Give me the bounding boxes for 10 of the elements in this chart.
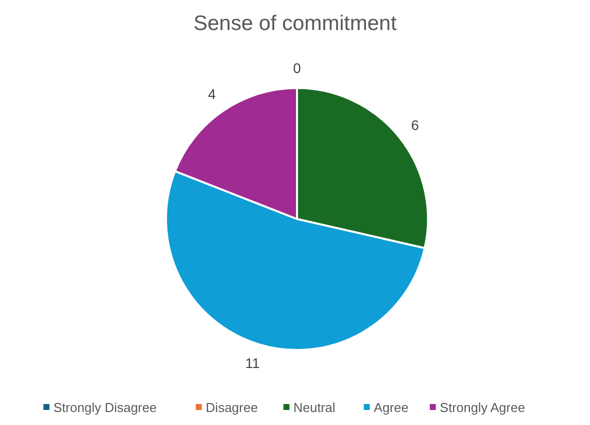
legend-label: Strongly Disagree <box>53 400 157 415</box>
data-label: 6 <box>411 116 420 133</box>
data-label: 4 <box>208 86 216 102</box>
chart-title: Sense of commitment <box>193 12 397 35</box>
legend-label: Disagree <box>206 400 258 415</box>
text: 0 <box>293 60 301 76</box>
data-label: 11 <box>245 355 260 372</box>
legend-label: Strongly Agree <box>440 400 526 415</box>
legend-label: Agree <box>374 400 409 415</box>
legend-label: Neutral <box>293 400 336 415</box>
